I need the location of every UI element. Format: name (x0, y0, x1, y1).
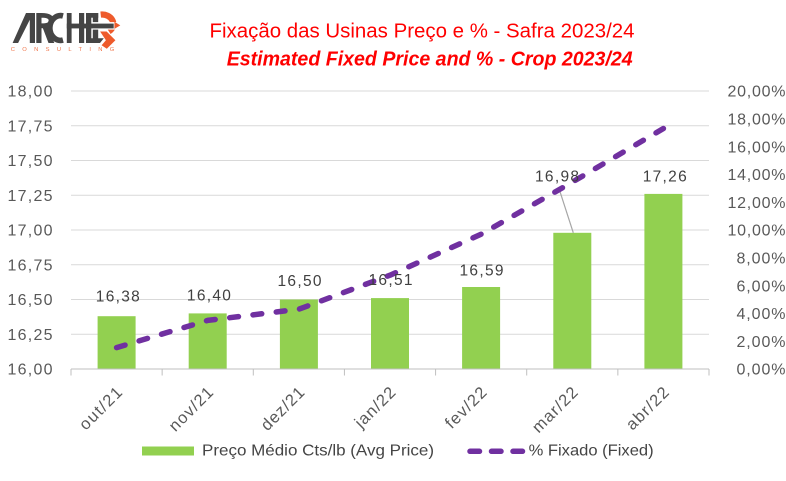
svg-text:8,00%: 8,00% (737, 251, 786, 268)
svg-text:16,75: 16,75 (8, 257, 53, 274)
svg-text:18,00%: 18,00% (728, 112, 786, 129)
svg-text:16,00: 16,00 (8, 362, 53, 379)
svg-text:16,00%: 16,00% (728, 139, 786, 156)
svg-text:17,50: 17,50 (8, 153, 53, 170)
svg-text:4,00%: 4,00% (737, 306, 786, 323)
svg-text:17,75: 17,75 (8, 118, 53, 135)
svg-text:% Fixado (Fixed): % Fixado (Fixed) (529, 443, 654, 460)
svg-text:16,38: 16,38 (96, 289, 140, 306)
svg-text:CONSULTING: CONSULTING (11, 47, 115, 53)
svg-text:16,50: 16,50 (8, 292, 53, 309)
svg-text:20,00%: 20,00% (728, 84, 786, 101)
svg-text:Fixação das Usinas Preço e %: Fixação das Usinas Preço e % - Safra 202… (210, 21, 635, 43)
svg-text:17,25: 17,25 (8, 188, 53, 205)
svg-text:17,00: 17,00 (8, 223, 53, 240)
svg-text:16,40: 16,40 (187, 288, 231, 305)
svg-text:2,00%: 2,00% (737, 334, 786, 351)
svg-text:14,00%: 14,00% (728, 167, 786, 184)
svg-text:16,25: 16,25 (8, 327, 53, 344)
svg-text:0,00%: 0,00% (737, 362, 786, 379)
svg-text:Preço Médio Cts/lb (Avg Price): Preço Médio Cts/lb (Avg Price) (202, 443, 434, 460)
svg-text:18,00: 18,00 (8, 84, 53, 101)
svg-text:16,51: 16,51 (369, 272, 413, 289)
svg-text:12,00%: 12,00% (728, 195, 786, 212)
svg-text:nov/21: nov/21 (166, 384, 218, 436)
svg-text:Estimated Fixed Price and % -: Estimated Fixed Price and % - Crop 2023/… (227, 49, 633, 71)
svg-text:dez/21: dez/21 (257, 384, 308, 435)
svg-text:out/21: out/21 (76, 384, 126, 434)
svg-text:6,00%: 6,00% (737, 278, 786, 295)
svg-text:16,59: 16,59 (460, 263, 504, 280)
svg-text:abr/22: abr/22 (623, 384, 673, 434)
svg-text:17,26: 17,26 (643, 169, 687, 186)
svg-text:16,98: 16,98 (535, 169, 579, 186)
svg-text:mar/22: mar/22 (529, 384, 582, 437)
svg-text:16,50: 16,50 (278, 273, 322, 290)
svg-text:10,00%: 10,00% (728, 223, 786, 240)
svg-text:jan/22: jan/22 (351, 384, 400, 433)
svg-text:fev/22: fev/22 (442, 384, 491, 433)
